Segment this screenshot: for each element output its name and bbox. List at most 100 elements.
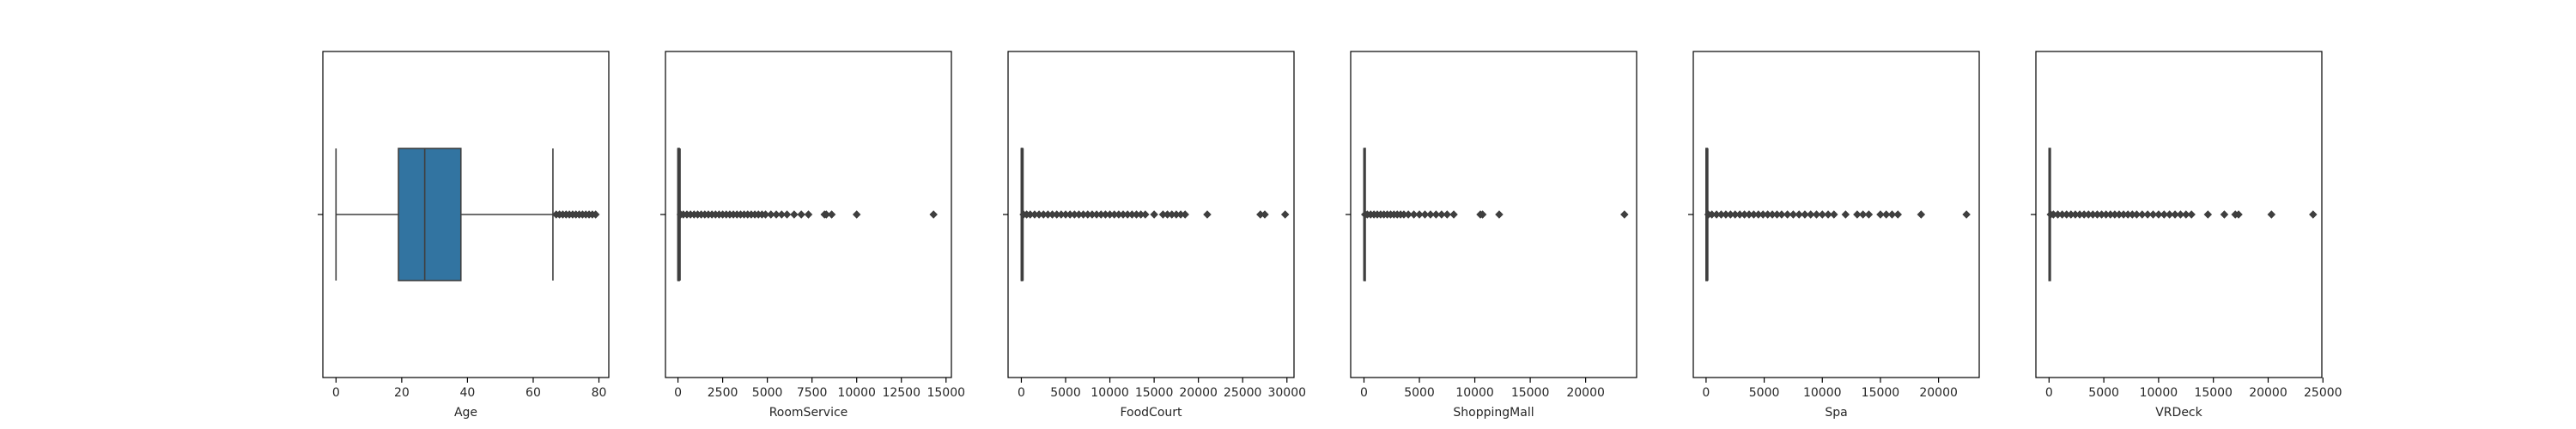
outlier-point bbox=[1261, 210, 1269, 219]
x-tick-label: 15000 bbox=[1862, 386, 1900, 400]
x-tick-label: 20000 bbox=[2249, 386, 2287, 400]
outlier-point bbox=[2234, 210, 2243, 219]
x-tick-label: 10000 bbox=[2140, 386, 2178, 400]
outlier-point bbox=[1783, 210, 1792, 219]
outlier-point bbox=[1449, 210, 1458, 219]
x-axis-label: RoomService bbox=[769, 406, 848, 420]
x-tick-label: 5000 bbox=[1404, 386, 1435, 400]
x-tick-label: 0 bbox=[332, 386, 340, 400]
x-axis-label: Spa bbox=[1825, 406, 1847, 420]
subplot-age: 0 20 40 60 80 Age bbox=[318, 51, 610, 420]
outlier-point bbox=[1150, 210, 1158, 219]
outlier-point bbox=[1420, 210, 1430, 219]
x-tick-label: 25000 bbox=[2304, 386, 2342, 400]
subplot-spa: 0 5000 10000 15000 20000 Spa bbox=[1688, 51, 1980, 420]
x-tick-label: 10000 bbox=[837, 386, 876, 400]
x-tick-label: 20000 bbox=[1919, 386, 1958, 400]
outlier-point bbox=[1818, 210, 1827, 219]
outlier-point bbox=[1864, 210, 1874, 219]
outlier-point bbox=[1824, 210, 1832, 219]
outlier-point bbox=[2203, 210, 2213, 219]
x-tick-label: 15000 bbox=[927, 386, 965, 400]
outlier-point bbox=[1917, 210, 1926, 219]
outlier-point bbox=[2160, 210, 2169, 219]
outlier-point bbox=[1876, 210, 1885, 219]
x-tick-label: 10000 bbox=[1803, 386, 1842, 400]
subplot-vrdeck: 0 5000 10000 15000 20000 25000 VRDeck bbox=[2031, 51, 2342, 420]
outlier-point bbox=[777, 210, 787, 219]
x-tick-label: 5000 bbox=[2088, 386, 2119, 400]
x-tick-label: 0 bbox=[1360, 386, 1368, 400]
outlier-point bbox=[1841, 210, 1850, 219]
subplot-roomservice: 0 2500 5000 7500 10000 12500 15000 RoomService bbox=[660, 51, 965, 420]
x-tick-label: 15000 bbox=[2194, 386, 2233, 400]
outlier-point bbox=[2137, 210, 2147, 219]
outlier-point bbox=[2309, 210, 2318, 219]
outlier-point bbox=[1795, 210, 1803, 219]
outlier-point bbox=[790, 210, 799, 219]
x-tick-label: 5000 bbox=[1050, 386, 1081, 400]
outlier-point bbox=[1830, 210, 1838, 219]
x-tick-label: 5000 bbox=[752, 386, 783, 400]
subplot-foodcourt: 0 5000 10000 15000 20000 25000 30000 FoodCourt bbox=[1003, 51, 1306, 420]
outlier-point bbox=[1858, 210, 1868, 219]
x-tick-label: 10000 bbox=[1091, 386, 1129, 400]
outlier-point bbox=[1280, 210, 1290, 219]
outlier-point bbox=[2267, 210, 2276, 219]
outlier-point bbox=[852, 210, 861, 219]
outlier-point bbox=[772, 210, 781, 219]
outlier-point bbox=[2220, 210, 2229, 219]
outlier-point bbox=[1853, 210, 1862, 219]
outlier-point bbox=[2165, 210, 2174, 219]
x-tick-label: 7500 bbox=[797, 386, 828, 400]
x-axis-label: ShoppingMall bbox=[1453, 406, 1534, 420]
outlier-point bbox=[2182, 210, 2190, 219]
outlier-point bbox=[1801, 210, 1809, 219]
outlier-point bbox=[1478, 210, 1487, 219]
x-tick-label: 0 bbox=[1018, 386, 1025, 400]
outlier-point bbox=[1443, 210, 1452, 219]
x-tick-label: 10000 bbox=[1455, 386, 1494, 400]
box-iqr bbox=[398, 148, 462, 281]
x-tick-label: 20 bbox=[394, 386, 410, 400]
outlier-point bbox=[2176, 210, 2185, 219]
outlier-point bbox=[2132, 210, 2142, 219]
outlier-point bbox=[797, 210, 805, 219]
outlier-point bbox=[827, 210, 836, 219]
x-axis-label: VRDeck bbox=[2155, 406, 2202, 420]
outlier-point bbox=[1620, 210, 1629, 219]
outlier-point bbox=[2143, 210, 2152, 219]
outlier-point bbox=[1962, 210, 1971, 219]
outlier-point bbox=[767, 210, 775, 219]
x-tick-label: 20000 bbox=[1566, 386, 1605, 400]
outlier-point bbox=[2171, 210, 2179, 219]
outlier-point bbox=[1887, 210, 1897, 219]
x-tick-label: 80 bbox=[592, 386, 607, 400]
outlier-point bbox=[1404, 210, 1413, 219]
outlier-point bbox=[1495, 210, 1504, 219]
outlier-point bbox=[1812, 210, 1821, 219]
x-tick-label: 12500 bbox=[882, 386, 920, 400]
outlier-point bbox=[1415, 210, 1424, 219]
x-tick-label: 0 bbox=[674, 386, 682, 400]
outlier-point bbox=[929, 210, 938, 219]
outlier-point bbox=[2148, 210, 2158, 219]
x-tick-label: 30000 bbox=[1267, 386, 1306, 400]
outlier-point bbox=[782, 210, 792, 219]
x-tick-label: 0 bbox=[2045, 386, 2053, 400]
x-tick-label: 20000 bbox=[1179, 386, 1218, 400]
outlier-point bbox=[1437, 210, 1446, 219]
outlier-point bbox=[822, 210, 831, 219]
outlier-point bbox=[1426, 210, 1435, 219]
outlier-point bbox=[1777, 210, 1786, 219]
subplot-shoppingmall: 0 5000 10000 15000 20000 ShoppingMall bbox=[1346, 51, 1637, 420]
x-tick-label: 15000 bbox=[1135, 386, 1174, 400]
outlier-point bbox=[761, 210, 770, 219]
outlier-point bbox=[1881, 210, 1891, 219]
outlier-point bbox=[1806, 210, 1815, 219]
outlier-point bbox=[1203, 210, 1212, 219]
x-tick-label: 60 bbox=[526, 386, 541, 400]
x-tick-label: 2500 bbox=[708, 386, 738, 400]
x-axis-label: Age bbox=[454, 406, 477, 420]
